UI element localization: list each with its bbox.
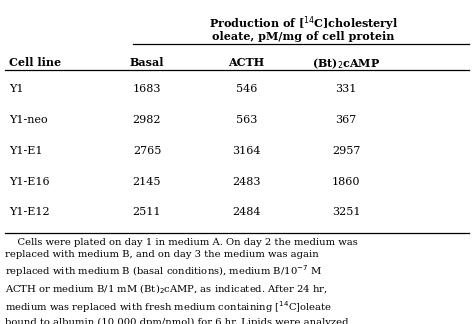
Text: 3251: 3251 [332,207,360,217]
Text: ACTH: ACTH [228,57,264,68]
Text: Y1-E16: Y1-E16 [9,177,50,187]
Text: 2483: 2483 [232,177,261,187]
Text: 2145: 2145 [133,177,161,187]
Text: 2982: 2982 [133,115,161,125]
Text: Cells were plated on day 1 in medium A. On day 2 the medium was
replaced with me: Cells were plated on day 1 in medium A. … [5,238,357,324]
Text: 331: 331 [335,84,357,94]
Text: Y1-E1: Y1-E1 [9,146,43,156]
Text: Y1-E12: Y1-E12 [9,207,50,217]
Text: Production of [$^{14}$C]cholesteryl: Production of [$^{14}$C]cholesteryl [209,15,398,33]
Text: Cell line: Cell line [9,57,62,68]
Text: Y1: Y1 [9,84,24,94]
Text: oleate, pM/mg of cell protein: oleate, pM/mg of cell protein [212,31,394,42]
Text: 367: 367 [336,115,356,125]
Text: 3164: 3164 [232,146,261,156]
Text: Y1-neo: Y1-neo [9,115,48,125]
Text: (Bt)$_2$cAMP: (Bt)$_2$cAMP [312,57,380,71]
Text: 563: 563 [236,115,257,125]
Text: 2511: 2511 [133,207,161,217]
Text: 2484: 2484 [232,207,261,217]
Text: 546: 546 [236,84,257,94]
Text: Basal: Basal [130,57,164,68]
Text: 2765: 2765 [133,146,161,156]
Text: 2957: 2957 [332,146,360,156]
Text: 1683: 1683 [133,84,161,94]
Text: 1860: 1860 [332,177,360,187]
